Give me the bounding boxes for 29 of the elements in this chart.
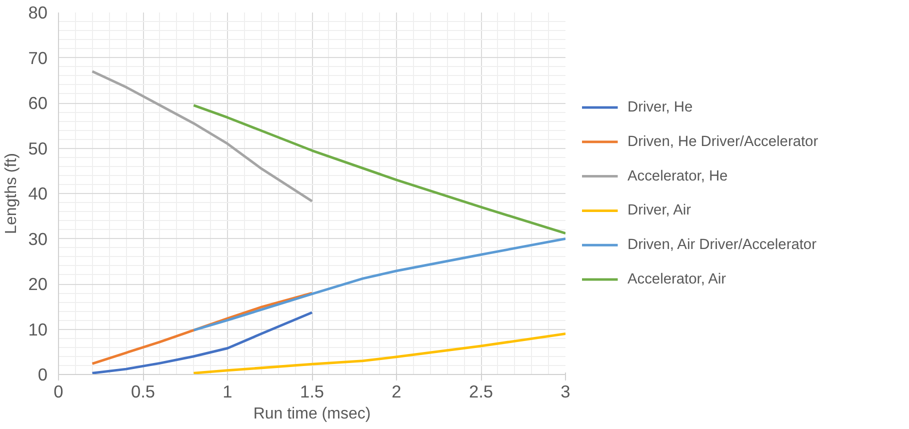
legend-label: Driven, He Driver/Accelerator (628, 134, 818, 150)
x-tick-label: 2 (392, 382, 402, 402)
y-tick-label: 60 (28, 93, 48, 113)
x-axis-title: Run time (msec) (253, 406, 371, 422)
y-tick-label: 0 (38, 364, 48, 384)
line-series (192, 332, 566, 374)
line-series (91, 311, 314, 374)
y-tick-label: 20 (28, 274, 48, 294)
y-tick-label: 30 (28, 228, 48, 249)
y-tick-label: 70 (28, 48, 48, 68)
legend-label: Accelerator, Air (628, 271, 726, 288)
line-series (91, 70, 314, 202)
x-tick-label: 3 (560, 382, 570, 402)
legend-label: Accelerator, He (628, 168, 728, 184)
x-tick-label: 1.5 (300, 382, 324, 402)
legend-label: Driver, He (628, 100, 693, 116)
y-tick-label: 80 (28, 2, 48, 22)
x-tick-label: 2.5 (468, 382, 494, 402)
y-tick-label: 10 (28, 319, 48, 340)
y-tick-label: 50 (28, 138, 48, 158)
x-tick-label: 0 (54, 382, 64, 402)
line-series (192, 238, 566, 332)
y-axis-title: Lengths (ft) (3, 153, 20, 234)
x-tick-label: 0.5 (130, 382, 156, 402)
y-tick-label: 40 (28, 184, 48, 204)
x-tick-label: 1 (222, 382, 232, 402)
legend-label: Driver, Air (628, 202, 692, 219)
legend-label: Driven, Air Driver/Accelerator (628, 237, 817, 254)
line-series (192, 104, 566, 235)
